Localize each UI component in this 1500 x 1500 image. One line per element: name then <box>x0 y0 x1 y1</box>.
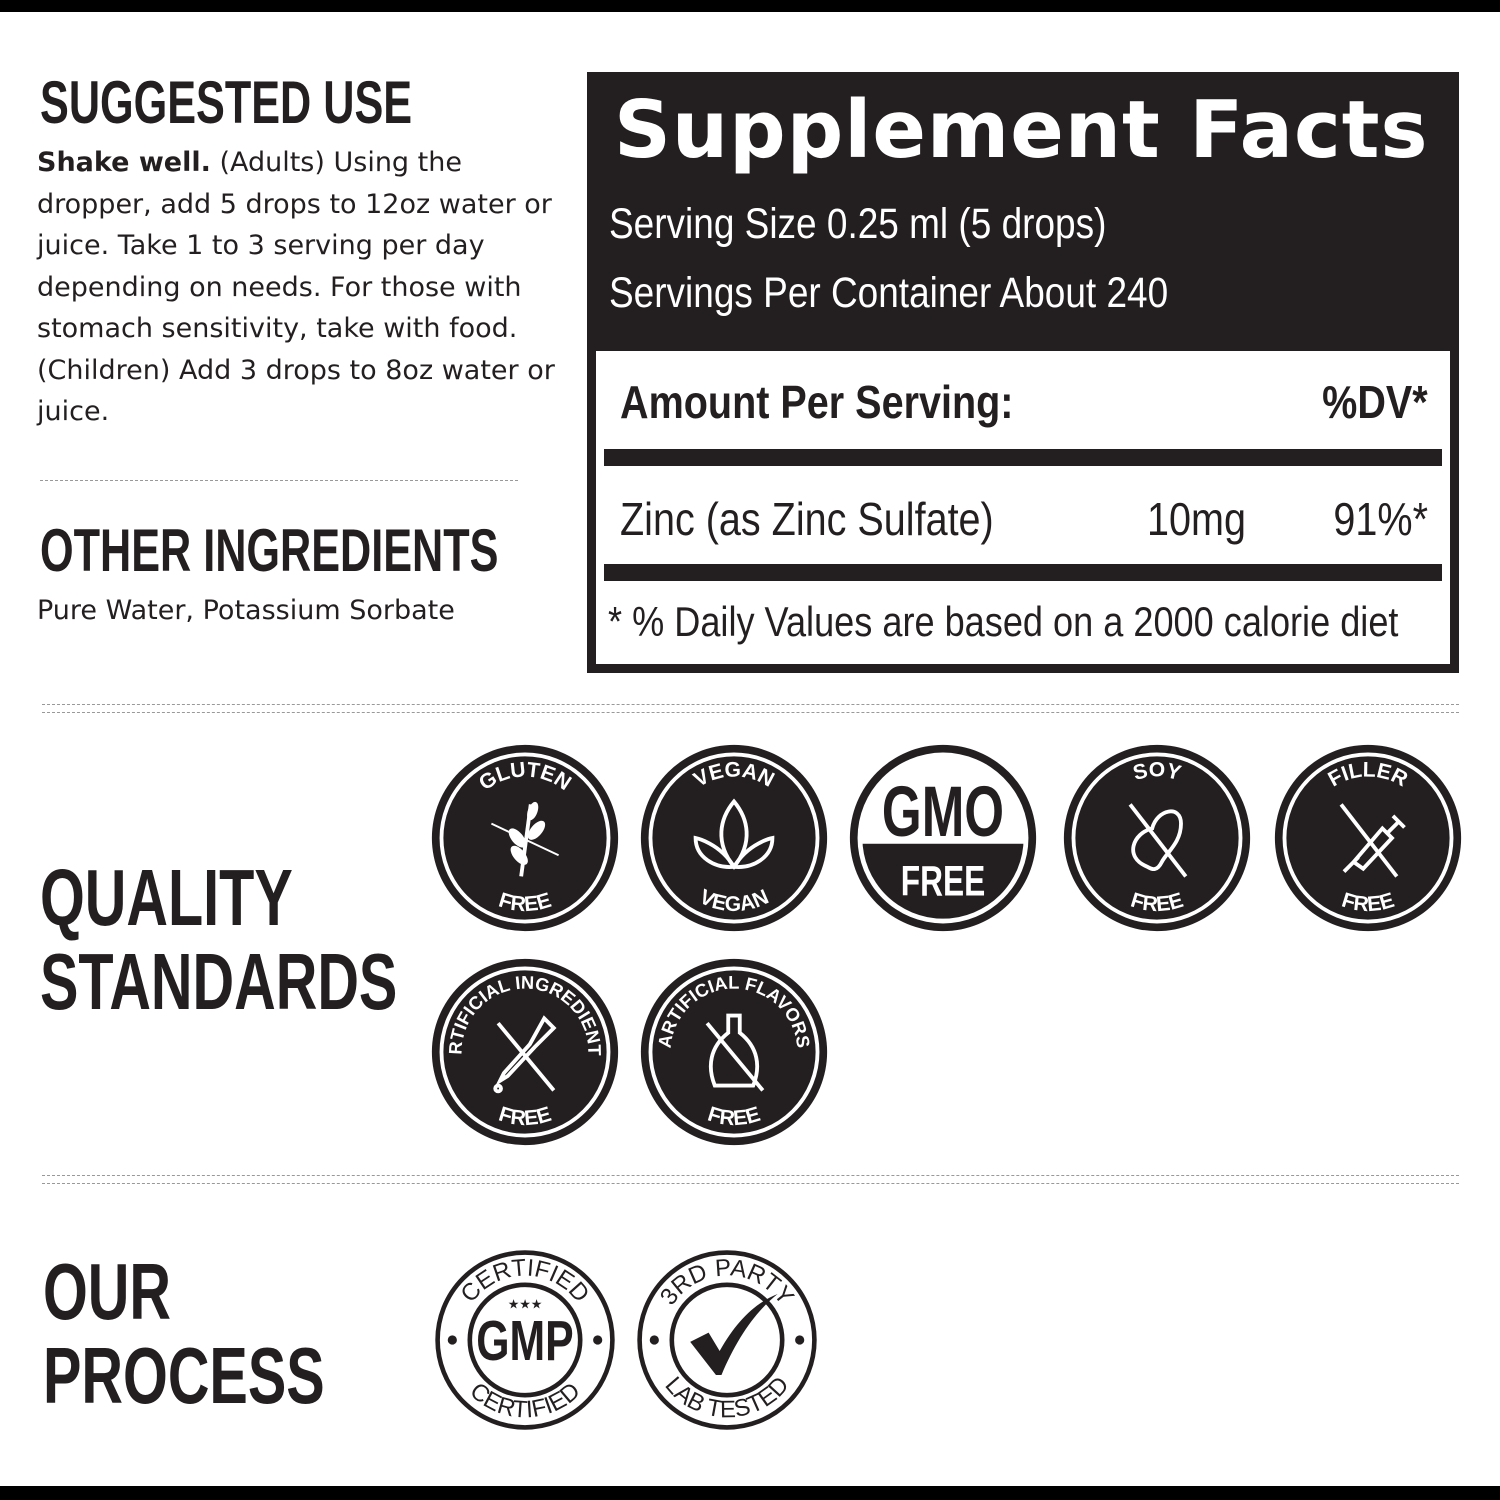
quality-standards-heading: QUALITY STANDARDS <box>40 856 397 1024</box>
svg-text:FREE: FREE <box>1128 889 1186 917</box>
badge-artificial-ingredients: ARTIFICIAL INGREDIENTS FREE <box>429 956 621 1153</box>
nutrient-name: Zinc (as Zinc Sulfate) <box>620 493 994 545</box>
badge-filler: FILLER FREE <box>1272 742 1464 939</box>
serving-size: Serving Size 0.25 ml (5 drops) <box>609 200 1107 248</box>
heading-line: OUR <box>43 1247 172 1336</box>
facts-table: Amount Per Serving: %DV* Zinc (as Zinc S… <box>596 351 1450 664</box>
thick-rule <box>604 449 1442 466</box>
badge-certified: CERTIFIED CERTIFIED GMP ★★★ <box>433 1248 617 1437</box>
supplement-facts-title: Supplement Facts <box>614 84 1429 176</box>
heading-line: PROCESS <box>43 1331 325 1420</box>
svg-text:FREE: FREE <box>705 1103 763 1131</box>
svg-text:FREE: FREE <box>1339 889 1397 917</box>
svg-text:FREE: FREE <box>496 1103 554 1131</box>
divider <box>42 1183 1459 1184</box>
dv-header: %DV* <box>1322 376 1428 428</box>
badge-bottom-text: FREE <box>496 889 554 917</box>
nutrient-amount: 10mg <box>1147 493 1246 545</box>
three-stars-icon: ★★★ <box>508 1297 543 1312</box>
nutrient-dv: 91%* <box>1333 493 1428 545</box>
badge-gluten: GLUTEN FREE <box>429 742 621 939</box>
leaf-icon <box>693 798 775 870</box>
syringe-crossed-icon <box>1339 803 1406 878</box>
badge-bottom-text: FREE <box>1128 889 1186 917</box>
suggested-use-heading: SUGGESTED USE <box>40 69 413 136</box>
bottle-crossed-icon <box>705 1013 765 1092</box>
thick-rule <box>604 564 1442 581</box>
badge-bottom-text: FREE <box>496 1103 554 1131</box>
badge-center-text: GMP <box>476 1308 573 1372</box>
badge-bottom-text: FREE <box>1339 889 1397 917</box>
supplement-facts-panel: Supplement Facts Serving Size 0.25 ml (5… <box>587 72 1459 673</box>
heading-line: STANDARDS <box>40 937 398 1026</box>
amount-per-serving-header: Amount Per Serving: <box>620 376 1014 428</box>
badge-top-text: GMO <box>882 773 1004 852</box>
other-ingredients-heading: OTHER INGREDIENTS <box>40 517 499 584</box>
other-ingredients-text: Pure Water, Potassium Sorbate <box>37 595 455 626</box>
top-border <box>0 0 1500 12</box>
suggested-use-text: Shake well. (Adults) Using the dropper, … <box>37 142 557 433</box>
badge-soy: SOY FREE <box>1061 742 1253 939</box>
bottom-border <box>0 1486 1500 1500</box>
divider <box>42 1175 1459 1176</box>
suggested-use-lead: Shake well. <box>37 147 211 178</box>
daily-value-footnote: * % Daily Values are based on a 2000 cal… <box>608 598 1399 645</box>
dropper-crossed-icon <box>493 1015 557 1094</box>
divider <box>42 704 1459 705</box>
badge-artificial-flavors: ARTIFICIAL FLAVORS FREE <box>638 956 830 1153</box>
our-process-heading: OUR PROCESS <box>43 1250 325 1418</box>
badge-vegan: VEGAN VEGAN <box>638 742 830 939</box>
badge-3rd-party: 3RD PARTY LAB TESTED <box>635 1248 819 1437</box>
svg-text:★★★: ★★★ <box>508 1297 543 1312</box>
divider <box>40 480 518 481</box>
badge-bottom-text: FREE <box>901 857 985 905</box>
heading-line: QUALITY <box>40 853 293 942</box>
badge-bottom-text: FREE <box>705 1103 763 1131</box>
wheat-crossed-icon <box>490 801 560 877</box>
checkmark-icon <box>690 1294 778 1375</box>
svg-text:FREE: FREE <box>496 889 554 917</box>
badge-gmo: GMO FREE <box>847 742 1039 939</box>
servings-per-container: Servings Per Container About 240 <box>609 269 1169 317</box>
divider <box>42 712 1459 713</box>
svg-text:SOY: SOY <box>1131 759 1184 785</box>
suggested-use-body: (Adults) Using the dropper, add 5 drops … <box>37 147 555 427</box>
badge-top-text: SOY <box>1131 759 1184 785</box>
soybean-crossed-icon <box>1128 803 1188 878</box>
